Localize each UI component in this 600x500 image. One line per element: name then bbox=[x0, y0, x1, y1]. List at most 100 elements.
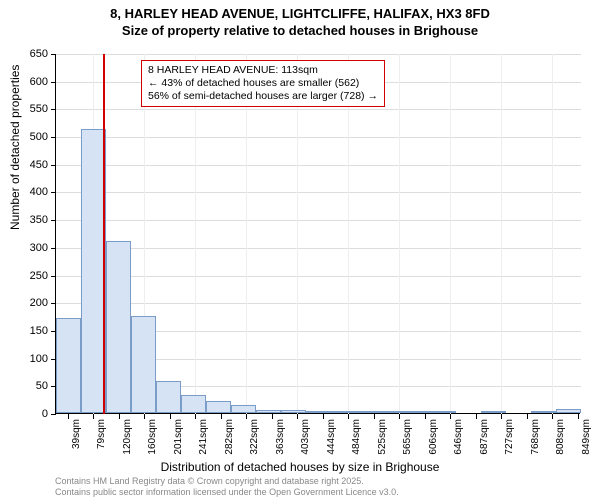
plot-region: 39sqm79sqm120sqm160sqm201sqm241sqm282sqm… bbox=[55, 54, 580, 414]
footer-line2: Contains public sector information licen… bbox=[55, 487, 399, 498]
gridline-h bbox=[56, 248, 581, 249]
xtick-mark bbox=[297, 414, 298, 419]
footer-line1: Contains HM Land Registry data © Crown c… bbox=[55, 476, 399, 487]
histogram-bar bbox=[281, 410, 306, 413]
gridline-h bbox=[56, 109, 581, 110]
ytick-label: 200 bbox=[0, 297, 48, 309]
gridline-h bbox=[56, 303, 581, 304]
xtick-label: 687sqm bbox=[479, 419, 490, 455]
ytick-label: 300 bbox=[0, 242, 48, 254]
xtick-label: 363sqm bbox=[275, 419, 286, 455]
ytick-mark bbox=[51, 303, 56, 304]
histogram-bar bbox=[231, 405, 256, 413]
ytick-label: 450 bbox=[0, 159, 48, 171]
xtick-label: 322sqm bbox=[249, 419, 260, 455]
xtick-label: 241sqm bbox=[198, 419, 209, 455]
ytick-label: 0 bbox=[0, 408, 48, 420]
xtick-label: 282sqm bbox=[224, 419, 235, 455]
xtick-mark bbox=[476, 414, 477, 419]
gridline-h bbox=[56, 220, 581, 221]
xtick-label: 606sqm bbox=[428, 419, 439, 455]
ytick-label: 350 bbox=[0, 214, 48, 226]
xtick-mark bbox=[425, 414, 426, 419]
ytick-label: 650 bbox=[0, 48, 48, 60]
xtick-mark bbox=[399, 414, 400, 419]
xtick-mark bbox=[119, 414, 120, 419]
xtick-label: 201sqm bbox=[173, 419, 184, 455]
chart-title: 8, HARLEY HEAD AVENUE, LIGHTCLIFFE, HALI… bbox=[0, 0, 600, 40]
histogram-bar bbox=[106, 241, 131, 413]
ytick-label: 400 bbox=[0, 186, 48, 198]
xtick-label: 120sqm bbox=[122, 419, 133, 455]
title-line2: Size of property relative to detached ho… bbox=[0, 23, 600, 40]
xtick-mark bbox=[68, 414, 69, 419]
xtick-label: 727sqm bbox=[504, 419, 515, 455]
xtick-mark bbox=[246, 414, 247, 419]
xtick-label: 160sqm bbox=[147, 419, 158, 455]
histogram-bar bbox=[431, 411, 456, 413]
xtick-label: 808sqm bbox=[555, 419, 566, 455]
ytick-label: 600 bbox=[0, 76, 48, 88]
subject-marker-line bbox=[103, 54, 105, 414]
xtick-mark bbox=[578, 414, 579, 419]
gridline-h bbox=[56, 165, 581, 166]
histogram-bar bbox=[156, 381, 181, 413]
gridline-h bbox=[56, 192, 581, 193]
gridline-h bbox=[56, 276, 581, 277]
histogram-bar bbox=[256, 410, 281, 413]
xtick-label: 444sqm bbox=[326, 419, 337, 455]
xtick-mark bbox=[93, 414, 94, 419]
xtick-mark bbox=[195, 414, 196, 419]
gridline-v bbox=[501, 54, 502, 414]
ytick-mark bbox=[51, 276, 56, 277]
ytick-mark bbox=[51, 54, 56, 55]
histogram-bar bbox=[306, 411, 331, 413]
xtick-label: 79sqm bbox=[96, 419, 107, 449]
title-line1: 8, HARLEY HEAD AVENUE, LIGHTCLIFFE, HALI… bbox=[0, 6, 600, 23]
annotation-line2: ← 43% of detached houses are smaller (56… bbox=[148, 77, 378, 90]
y-axis-label: Number of detached properties bbox=[8, 65, 22, 230]
xtick-mark bbox=[144, 414, 145, 419]
ytick-mark bbox=[51, 165, 56, 166]
ytick-label: 50 bbox=[0, 380, 48, 392]
histogram-bar bbox=[56, 318, 81, 413]
annotation-box: 8 HARLEY HEAD AVENUE: 113sqm← 43% of det… bbox=[141, 60, 385, 107]
gridline-v bbox=[399, 54, 400, 414]
histogram-bar bbox=[481, 411, 506, 413]
xtick-mark bbox=[323, 414, 324, 419]
xtick-mark bbox=[374, 414, 375, 419]
gridline-v bbox=[195, 54, 196, 414]
annotation-line1: 8 HARLEY HEAD AVENUE: 113sqm bbox=[148, 64, 378, 77]
xtick-mark bbox=[450, 414, 451, 419]
xtick-label: 646sqm bbox=[453, 419, 464, 455]
xtick-label: 484sqm bbox=[351, 419, 362, 455]
gridline-v bbox=[297, 54, 298, 414]
histogram-bar bbox=[181, 395, 206, 413]
xtick-label: 768sqm bbox=[530, 419, 541, 455]
xtick-mark bbox=[527, 414, 528, 419]
xtick-mark bbox=[348, 414, 349, 419]
gridline-v bbox=[246, 54, 247, 414]
histogram-bar bbox=[356, 411, 381, 413]
gridline-h bbox=[56, 137, 581, 138]
xtick-mark bbox=[552, 414, 553, 419]
gridline-v bbox=[552, 54, 553, 414]
ytick-mark bbox=[51, 192, 56, 193]
xtick-label: 525sqm bbox=[377, 419, 388, 455]
xtick-label: 39sqm bbox=[71, 419, 82, 449]
xtick-mark bbox=[501, 414, 502, 419]
ytick-mark bbox=[51, 220, 56, 221]
ytick-label: 250 bbox=[0, 270, 48, 282]
annotation-line3: 56% of semi-detached houses are larger (… bbox=[148, 90, 378, 103]
histogram-bar bbox=[381, 411, 406, 413]
gridline-v bbox=[450, 54, 451, 414]
ytick-label: 150 bbox=[0, 325, 48, 337]
histogram-bar bbox=[206, 401, 231, 413]
gridline-v bbox=[348, 54, 349, 414]
ytick-mark bbox=[51, 109, 56, 110]
chart-area: 39sqm79sqm120sqm160sqm201sqm241sqm282sqm… bbox=[55, 54, 580, 414]
ytick-mark bbox=[51, 248, 56, 249]
ytick-label: 550 bbox=[0, 103, 48, 115]
xtick-mark bbox=[221, 414, 222, 419]
ytick-mark bbox=[51, 414, 56, 415]
